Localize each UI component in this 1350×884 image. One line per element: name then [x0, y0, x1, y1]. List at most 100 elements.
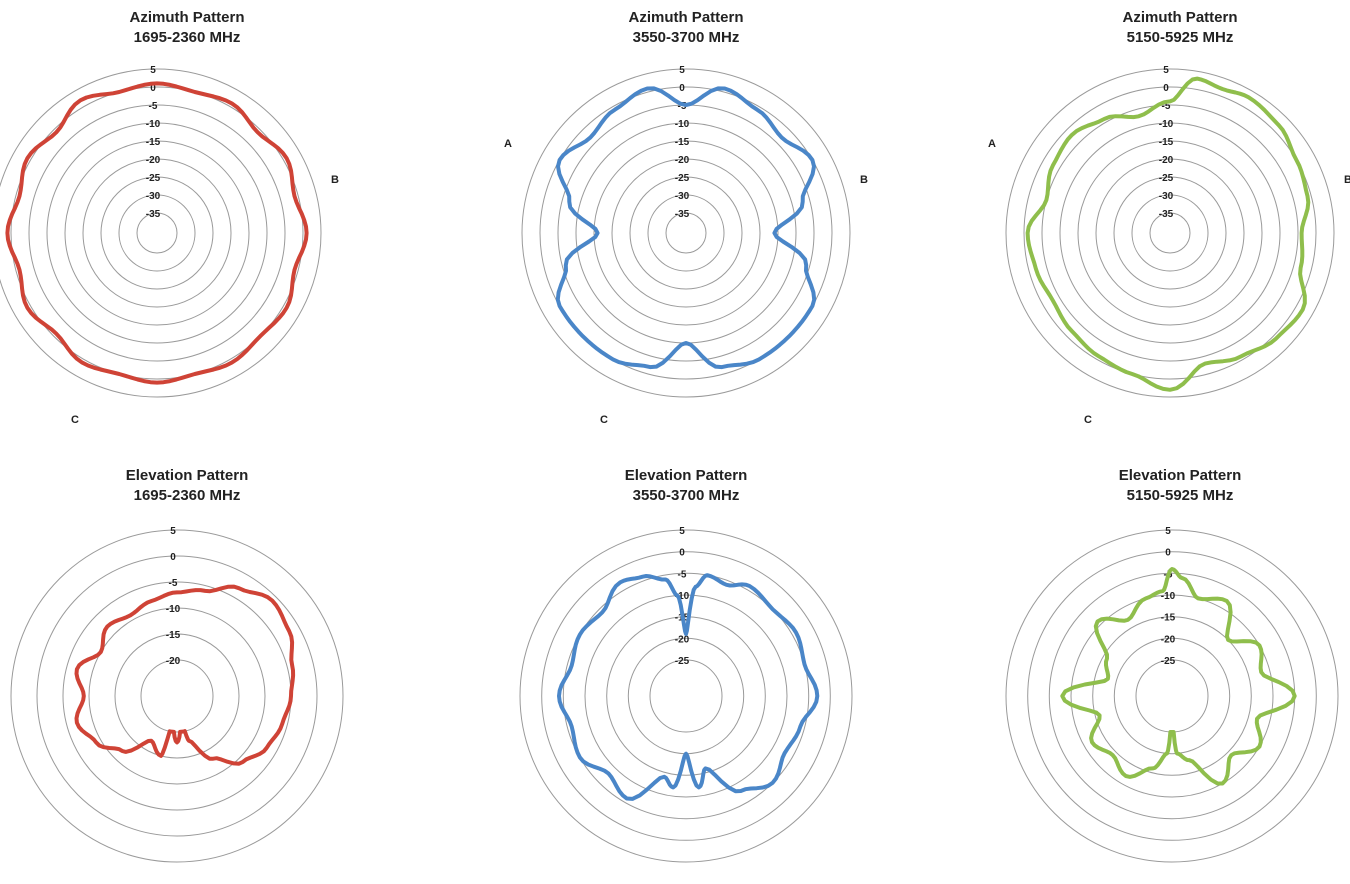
tick-label: -20: [675, 634, 690, 645]
tick-label: -5: [149, 101, 158, 112]
tick-label: 0: [679, 548, 685, 559]
grid-ring: [114, 633, 240, 759]
grid-ring: [629, 176, 743, 290]
grid-ring: [1027, 551, 1317, 841]
tick-label: -25: [675, 656, 690, 667]
grid-ring: [519, 529, 853, 863]
tick-label: -10: [675, 591, 690, 602]
tick-label: -10: [675, 119, 690, 130]
grid-ring: [584, 594, 788, 798]
chart-title-line1: Elevation Pattern: [1118, 467, 1242, 484]
chart-title-line1: Azimuth Pattern: [129, 9, 245, 26]
grid-ring: [62, 581, 292, 811]
grid-ring: [88, 607, 266, 785]
tick-label: 5: [679, 526, 685, 537]
grid-ring: [1113, 637, 1231, 755]
tick-label: -10: [1159, 119, 1174, 130]
chart-panel-azimuth-1695: Azimuth Pattern 1695-2360 MHz 5 0 -5 -10 -15…: [0, 6, 357, 426]
chart-panel-azimuth-3550: Azimuth Pattern 3550-3700 MHz 5 0 -5 -10 -15…: [504, 6, 868, 426]
tick-label: -25: [1159, 173, 1174, 184]
grid-ring: [1095, 158, 1245, 308]
polar-plot: 5 0 -5 -10 -15 -20: [10, 526, 344, 863]
tick-label: -30: [1159, 191, 1174, 202]
tick-label: -35: [146, 209, 161, 220]
tick-label: -20: [166, 656, 181, 667]
pattern-curve: [1060, 567, 1297, 786]
tick-label: -15: [146, 137, 161, 148]
grid-ring: [1131, 194, 1209, 272]
tick-label: 0: [1165, 548, 1171, 559]
polar-plot: 50-5-10-15-20-25: [519, 526, 853, 863]
grid-ring: [100, 176, 214, 290]
chart-title-line2: 1695-2360 MHz: [133, 487, 241, 504]
grid-ring: [136, 212, 178, 254]
chart-panel-elevation-3550: Elevation Pattern 3550-3700 MHz 5 0 -5 -10 -…: [516, 464, 856, 884]
tick-label: -35: [1159, 209, 1174, 220]
chart-panel-azimuth-5150: Azimuth Pattern 5150-5925 MHz 5 0 -5 -10 -15…: [988, 6, 1350, 426]
chart-title-line1: Azimuth Pattern: [1122, 9, 1238, 26]
grid-ring: [64, 140, 250, 326]
grid-ring: [647, 194, 725, 272]
grid-ring: [1070, 594, 1274, 798]
tick-label: -10: [166, 604, 181, 615]
tick-label: -35: [675, 209, 690, 220]
chart-title-line2: 5150-5925 MHz: [1126, 487, 1234, 504]
grid-ring: [611, 158, 761, 308]
chart-title-line1: Elevation Pattern: [125, 467, 249, 484]
chart-title-line1: Azimuth Pattern: [628, 9, 744, 26]
tick-label: -20: [146, 155, 161, 166]
grid-ring: [1005, 68, 1335, 398]
polar-plot: 50-5-10-15-20-25: [1005, 526, 1339, 863]
chart-title-line2: 1695-2360 MHz: [133, 29, 241, 46]
sector-label-right: B: [860, 174, 868, 186]
grid-ring: [82, 158, 232, 308]
sector-label-right: B: [331, 174, 339, 186]
tick-label: -15: [1159, 137, 1174, 148]
grid-ring: [1041, 104, 1299, 362]
grid-ring: [1005, 529, 1339, 863]
tick-label: 0: [150, 83, 156, 94]
pattern-curve: [5, 81, 309, 385]
tick-label: -30: [146, 191, 161, 202]
tick-label: -10: [1161, 591, 1176, 602]
grid-ring: [1023, 86, 1317, 380]
grid-ring: [539, 86, 833, 380]
sector-label-left: A: [504, 138, 512, 150]
grid-ring: [649, 659, 723, 733]
sector-label-left: A: [988, 138, 996, 150]
tick-label: 0: [1163, 83, 1169, 94]
grid-ring: [1048, 572, 1296, 820]
tick-label: -5: [1162, 101, 1171, 112]
grid-ring: [46, 122, 268, 344]
sector-label-bottom: C: [600, 414, 608, 426]
tick-label: -25: [675, 173, 690, 184]
grid-ring: [36, 555, 318, 837]
grid-ring: [521, 68, 851, 398]
pattern-curve: [557, 573, 820, 801]
grid-ring: [118, 194, 196, 272]
pattern-curve: [74, 584, 296, 766]
chart-title-line2: 5150-5925 MHz: [1126, 29, 1234, 46]
sector-label-bottom: C: [1084, 414, 1092, 426]
tick-label: -30: [675, 191, 690, 202]
grid-ring: [10, 86, 304, 380]
grid-ring: [1077, 140, 1263, 326]
sector-label-bottom: C: [71, 414, 79, 426]
grid-ring: [0, 68, 322, 398]
grid-ring: [1149, 212, 1191, 254]
tick-label: 5: [1163, 65, 1169, 76]
tick-label: -5: [678, 101, 687, 112]
tick-label: -15: [166, 630, 181, 641]
tick-label: -20: [1161, 634, 1176, 645]
tick-label: -10: [146, 119, 161, 130]
sector-label-right: B: [1344, 174, 1350, 186]
grid-ring: [1135, 659, 1209, 733]
tick-label: 0: [679, 83, 685, 94]
grid-ring: [606, 616, 766, 776]
tick-label: 5: [170, 526, 176, 537]
tick-label: -20: [1159, 155, 1174, 166]
tick-label: -5: [678, 569, 687, 580]
tick-label: 5: [150, 65, 156, 76]
